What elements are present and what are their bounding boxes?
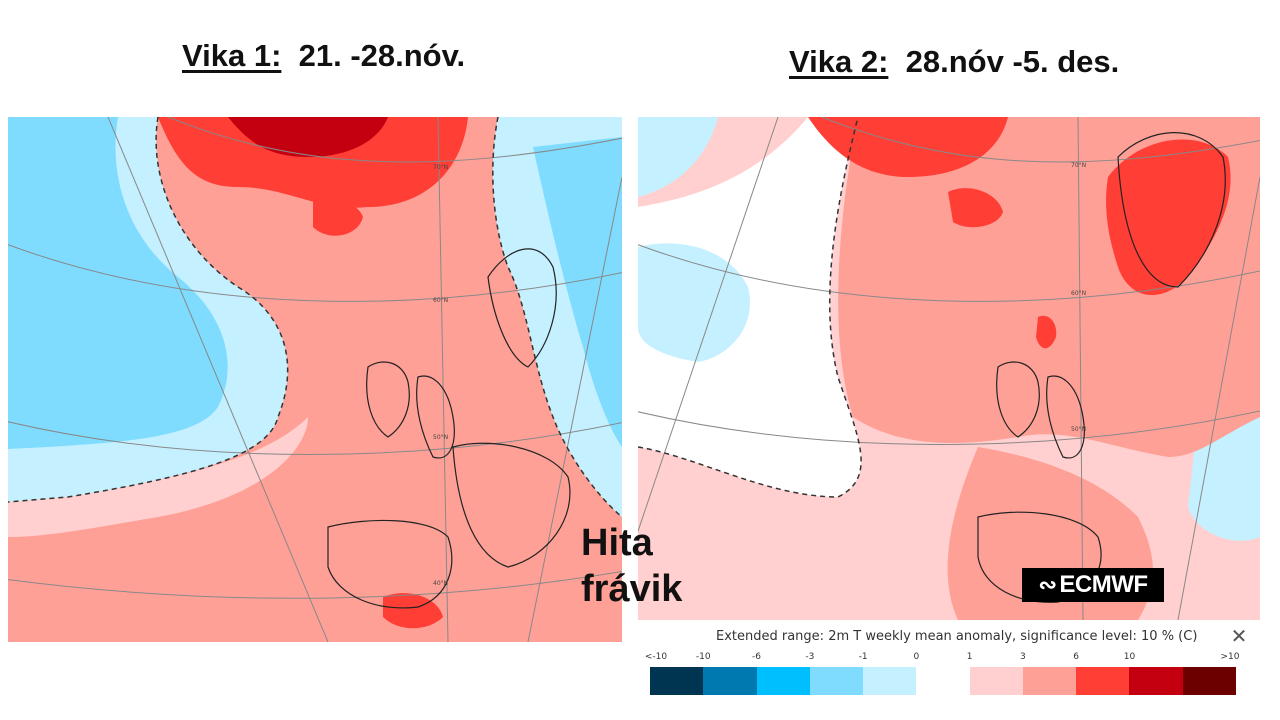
legend-swatch-9 bbox=[1129, 667, 1183, 695]
lat-label-50: 50°N bbox=[1071, 426, 1086, 433]
lat-label-70: 70°N bbox=[1071, 162, 1086, 169]
iceland-warm bbox=[948, 188, 1003, 228]
cold-region-atlantic bbox=[638, 243, 750, 362]
lat-label-70: 70°N bbox=[433, 164, 448, 171]
legend-swatch-1 bbox=[703, 667, 757, 695]
ecmwf-mark-icon: ∾ bbox=[1038, 572, 1057, 597]
latitude-labels: 70°N 60°N 50°N bbox=[1071, 162, 1086, 433]
week2-dates: 28.nóv -5. des. bbox=[905, 44, 1120, 79]
legend-tick-8: 6 bbox=[1073, 652, 1080, 662]
legend-swatch-10 bbox=[1182, 667, 1236, 695]
legend-tick-10: >10 bbox=[1220, 652, 1240, 662]
cold-region-greenland bbox=[638, 117, 718, 197]
scotland-warm bbox=[1036, 315, 1057, 349]
legend-swatch-4 bbox=[863, 667, 917, 695]
legend-swatch-2 bbox=[756, 667, 810, 695]
week2-anomaly-map: 70°N 60°N 50°N bbox=[638, 117, 1260, 620]
significance-contour-east bbox=[492, 117, 622, 518]
graticule bbox=[8, 117, 622, 642]
cold-core-scandinavia bbox=[533, 137, 622, 447]
ecmwf-logo: ∾ ECMWF bbox=[1022, 568, 1164, 602]
week1-anomaly-map: 70°N 60°N 50°N 40°N bbox=[8, 117, 622, 642]
week1-label: Vika 1: bbox=[182, 38, 282, 73]
greenland-warm bbox=[808, 117, 1008, 177]
week2-title: Vika 2: 28.nóv -5. des. bbox=[789, 44, 1119, 80]
week1-map-graphic: 70°N 60°N 50°N 40°N bbox=[8, 117, 622, 642]
legend-tick-4: -1 bbox=[858, 652, 868, 662]
annotation-line2: frávik bbox=[581, 568, 683, 610]
legend-panel: Extended range: 2m T weekly mean anomaly… bbox=[638, 620, 1260, 720]
annotation-line1: Hita bbox=[581, 522, 653, 564]
lat-label-60: 60°N bbox=[1071, 290, 1086, 297]
legend-swatch-3 bbox=[809, 667, 864, 695]
legend-tick-7: 3 bbox=[1020, 652, 1026, 662]
week2-map-graphic: 70°N 60°N 50°N bbox=[638, 117, 1260, 620]
coastlines bbox=[327, 248, 571, 609]
lat-label-50: 50°N bbox=[433, 434, 448, 441]
legend-tick-5: 0 bbox=[913, 652, 920, 662]
temperature-anomaly-annotation: Hita frávik bbox=[581, 520, 682, 612]
significance-contour bbox=[638, 117, 862, 498]
close-icon[interactable]: ✕ bbox=[1230, 624, 1248, 648]
week1-title: Vika 1: 21. -28.nóv. bbox=[182, 38, 465, 74]
legend-swatch-0 bbox=[650, 667, 704, 695]
ecmwf-logo-text: ECMWF bbox=[1059, 571, 1148, 598]
legend-tick-6: 1 bbox=[966, 652, 973, 662]
legend-color-bar bbox=[650, 667, 1236, 695]
legend-swatch-5 bbox=[916, 667, 970, 695]
legend-tick-1: -10 bbox=[695, 652, 711, 662]
latitude-labels: 70°N 60°N 50°N 40°N bbox=[433, 164, 448, 587]
warm-dark-north bbox=[228, 117, 388, 157]
week2-label: Vika 2: bbox=[789, 44, 889, 79]
significance-contour-west bbox=[8, 117, 289, 503]
week1-dates: 21. -28.nóv. bbox=[298, 38, 466, 73]
lat-label-60: 60°N bbox=[433, 297, 448, 304]
legend-swatch-8 bbox=[1076, 667, 1130, 695]
lat-label-40: 40°N bbox=[433, 580, 448, 587]
legend-tick-labels: <-10 -10 -6 -3 -1 0 1 3 6 10 >10 bbox=[645, 652, 1240, 664]
scandinavia-warm bbox=[1106, 139, 1231, 296]
legend-swatch-6 bbox=[969, 667, 1023, 695]
spain-warm bbox=[383, 593, 443, 629]
legend-tick-0: <-10 bbox=[644, 652, 668, 662]
cold-core-west bbox=[8, 117, 228, 449]
legend-tick-2: -6 bbox=[752, 652, 762, 662]
graticule bbox=[638, 117, 1260, 620]
legend-title: Extended range: 2m T weekly mean anomaly… bbox=[716, 629, 1198, 644]
coastlines bbox=[977, 132, 1226, 603]
legend-tick-9: 10 bbox=[1123, 652, 1136, 662]
iceland-warm bbox=[313, 197, 363, 236]
legend-tick-3: -3 bbox=[805, 652, 815, 662]
legend-swatch-7 bbox=[1022, 667, 1077, 695]
light-warm-band bbox=[8, 417, 308, 537]
